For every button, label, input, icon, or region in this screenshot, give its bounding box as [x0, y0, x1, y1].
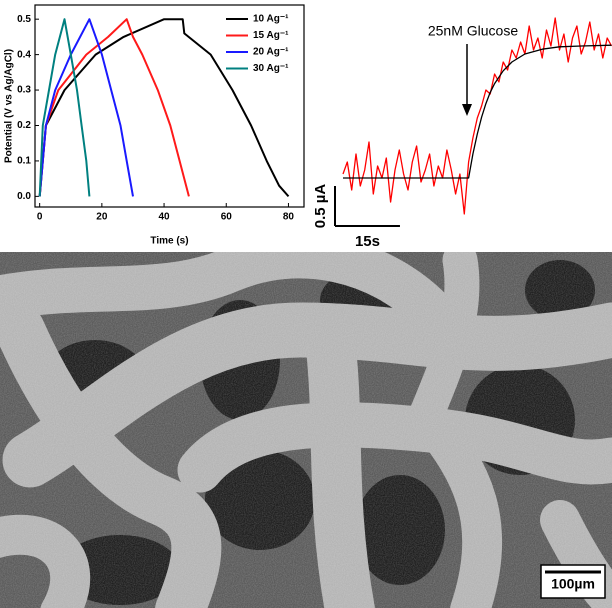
legend-label: 20 Ag⁻¹: [253, 47, 289, 58]
annotation-arrowhead: [462, 104, 472, 116]
sem-image: 100µm: [0, 252, 612, 608]
y-tick-label: 0.3: [17, 85, 31, 96]
scale-bar-y-label: 0.5 µA: [312, 184, 329, 229]
y-tick-label: 0.4: [17, 49, 31, 60]
x-tick-label: 60: [221, 212, 233, 223]
data-line: [38, 18, 290, 198]
scale-bar-x-label: 15s: [355, 233, 380, 250]
x-tick-label: 40: [158, 212, 170, 223]
legend-label: 15 Ag⁻¹: [253, 30, 289, 41]
x-tick-label: 0: [37, 212, 43, 223]
y-axis-label: Potential (V vs Ag/AgCl): [4, 49, 15, 163]
annotation: 25nM Glucose: [428, 23, 518, 39]
data-line: [343, 44, 612, 179]
legend-label: 30 Ag⁻¹: [253, 63, 289, 74]
data-line: [38, 18, 91, 197]
data-line: [38, 18, 190, 197]
x-tick-label: 20: [96, 212, 108, 223]
y-tick-label: 0.0: [17, 191, 31, 202]
x-tick-label: 80: [283, 212, 295, 223]
data-line: [342, 17, 612, 215]
legend-label: 10 Ag⁻¹: [253, 14, 289, 25]
data-line: [38, 18, 134, 197]
y-tick-label: 0.5: [17, 14, 31, 25]
plot-frame: [34, 4, 305, 208]
x-axis-label: Time (s): [150, 236, 188, 247]
y-tick-label: 0.2: [17, 120, 31, 131]
y-tick-label: 0.1: [17, 156, 31, 167]
scale-bar-label: 100µm: [551, 576, 595, 592]
